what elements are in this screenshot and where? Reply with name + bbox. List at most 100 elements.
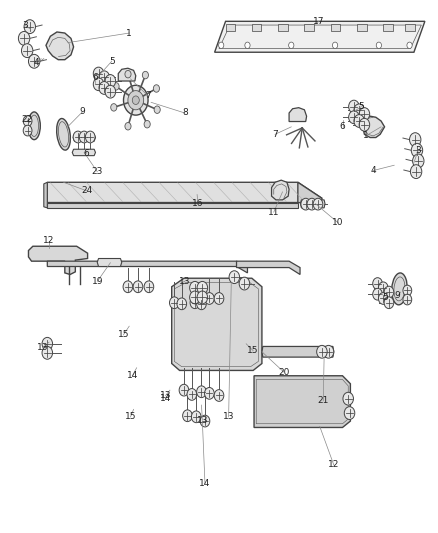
Text: 14: 14 — [160, 394, 171, 403]
Text: 9: 9 — [79, 108, 85, 116]
FancyBboxPatch shape — [226, 24, 235, 31]
Text: 13: 13 — [179, 277, 191, 286]
Polygon shape — [262, 346, 334, 357]
Circle shape — [205, 293, 214, 304]
Circle shape — [307, 198, 317, 210]
Polygon shape — [300, 200, 325, 208]
Circle shape — [214, 293, 224, 304]
Text: 14: 14 — [127, 372, 138, 380]
FancyBboxPatch shape — [383, 24, 393, 31]
Text: 15: 15 — [118, 330, 129, 339]
Circle shape — [197, 291, 208, 304]
Circle shape — [125, 70, 131, 78]
Circle shape — [410, 165, 422, 179]
FancyBboxPatch shape — [357, 24, 367, 31]
Text: 15: 15 — [125, 413, 136, 421]
Circle shape — [378, 293, 388, 304]
Circle shape — [124, 85, 148, 115]
Circle shape — [413, 154, 424, 168]
Text: 13: 13 — [223, 413, 234, 421]
Text: 1: 1 — [126, 29, 132, 37]
Circle shape — [153, 85, 159, 92]
Text: 5: 5 — [382, 293, 389, 302]
Circle shape — [190, 297, 200, 309]
Polygon shape — [72, 149, 95, 156]
Circle shape — [170, 297, 179, 309]
Polygon shape — [272, 180, 289, 200]
FancyBboxPatch shape — [278, 24, 288, 31]
Circle shape — [354, 115, 364, 127]
Text: 14: 14 — [199, 480, 211, 488]
Polygon shape — [47, 261, 247, 273]
Circle shape — [323, 345, 334, 358]
FancyBboxPatch shape — [304, 24, 314, 31]
Text: 20: 20 — [278, 368, 290, 376]
Circle shape — [376, 42, 381, 49]
Circle shape — [42, 337, 53, 350]
Text: 12: 12 — [328, 461, 339, 469]
Circle shape — [332, 42, 338, 49]
Circle shape — [349, 100, 359, 113]
Circle shape — [125, 123, 131, 130]
Circle shape — [313, 198, 323, 210]
Circle shape — [144, 120, 150, 128]
Circle shape — [133, 281, 143, 293]
Text: 7: 7 — [145, 92, 151, 100]
Circle shape — [85, 131, 95, 143]
Circle shape — [359, 118, 370, 131]
FancyBboxPatch shape — [331, 24, 340, 31]
Circle shape — [403, 294, 412, 305]
Circle shape — [197, 386, 206, 398]
Circle shape — [344, 407, 355, 419]
Text: 17: 17 — [313, 17, 325, 26]
Text: 13: 13 — [160, 391, 171, 400]
Circle shape — [113, 83, 119, 90]
Circle shape — [99, 82, 110, 94]
Text: 22: 22 — [21, 116, 33, 124]
Text: 6: 6 — [84, 149, 90, 158]
Circle shape — [23, 116, 32, 126]
Circle shape — [373, 288, 382, 300]
Circle shape — [187, 389, 197, 400]
Circle shape — [93, 67, 104, 80]
Circle shape — [42, 346, 53, 359]
Text: 5: 5 — [358, 102, 364, 111]
Circle shape — [73, 131, 83, 143]
Text: 7: 7 — [272, 130, 278, 139]
Circle shape — [111, 103, 117, 111]
Circle shape — [99, 71, 110, 84]
Circle shape — [191, 411, 201, 423]
Text: 24: 24 — [81, 187, 92, 195]
Circle shape — [79, 131, 89, 143]
Text: 8: 8 — [182, 109, 188, 117]
Circle shape — [384, 286, 394, 298]
Circle shape — [197, 298, 206, 310]
Text: 12: 12 — [43, 237, 55, 245]
FancyBboxPatch shape — [252, 24, 261, 31]
Ellipse shape — [57, 118, 71, 150]
Text: 23: 23 — [92, 167, 103, 176]
Circle shape — [21, 44, 33, 58]
Circle shape — [197, 281, 208, 294]
Polygon shape — [254, 376, 350, 427]
Text: 13: 13 — [197, 416, 208, 424]
Circle shape — [154, 106, 160, 114]
Circle shape — [23, 125, 32, 136]
Circle shape — [205, 387, 214, 399]
Polygon shape — [289, 108, 307, 122]
Circle shape — [190, 291, 200, 304]
Polygon shape — [97, 259, 122, 266]
Text: 15: 15 — [247, 346, 259, 355]
Circle shape — [410, 133, 421, 147]
Circle shape — [219, 42, 224, 49]
Circle shape — [183, 410, 192, 422]
Text: 3: 3 — [22, 21, 28, 30]
Text: 10: 10 — [332, 219, 344, 227]
Polygon shape — [118, 68, 136, 81]
Polygon shape — [172, 278, 262, 370]
Polygon shape — [46, 32, 74, 60]
Circle shape — [245, 42, 250, 49]
Circle shape — [18, 31, 30, 45]
Circle shape — [384, 297, 394, 309]
Circle shape — [190, 281, 200, 294]
